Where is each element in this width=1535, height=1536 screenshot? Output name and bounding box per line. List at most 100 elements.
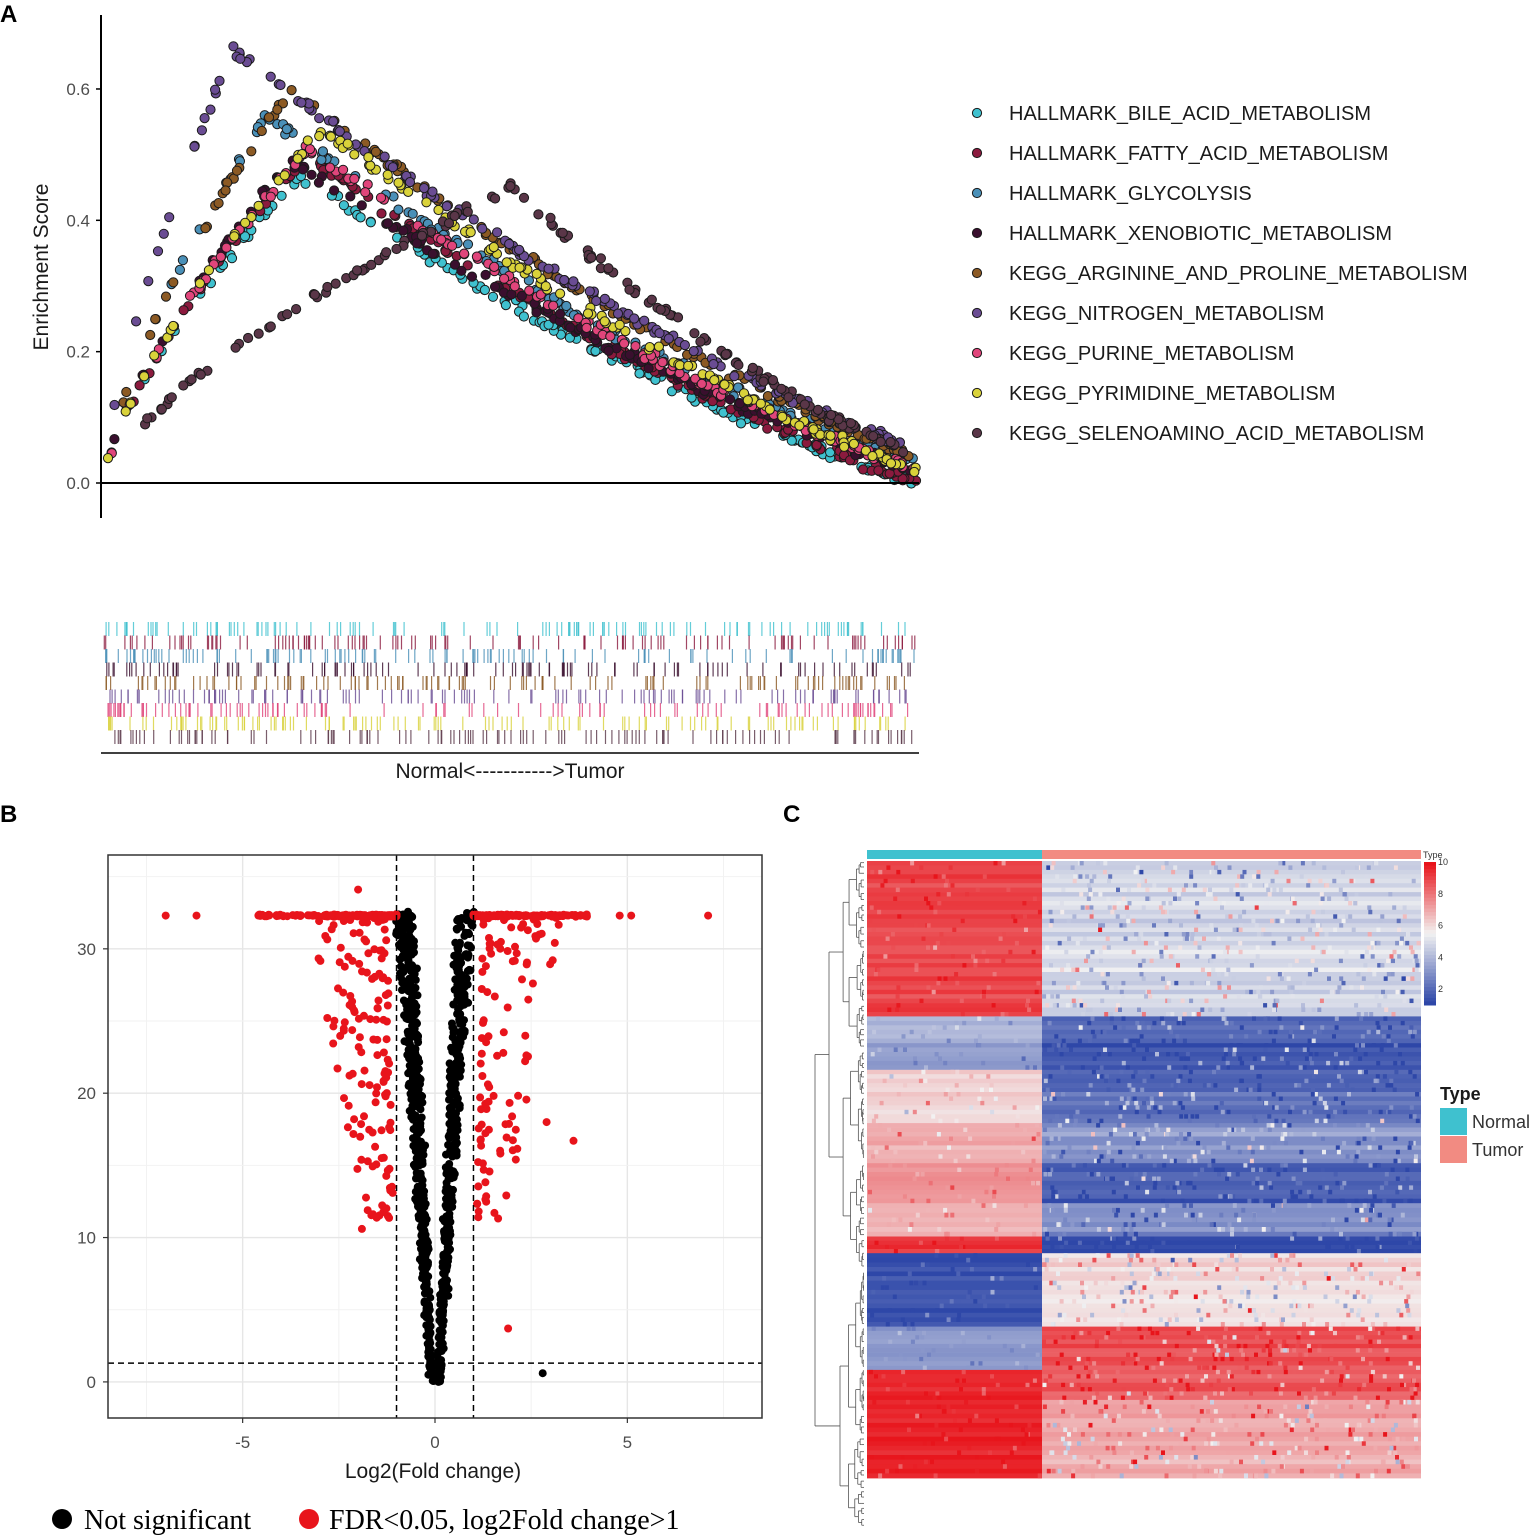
significant-point bbox=[373, 1004, 382, 1013]
significant-point bbox=[480, 912, 489, 921]
enrichment-point bbox=[584, 286, 595, 297]
significant-point bbox=[381, 991, 390, 1000]
significant-point bbox=[357, 1155, 366, 1164]
not-significant-point bbox=[455, 1062, 464, 1071]
heat-cell bbox=[1071, 967, 1076, 973]
enrichment-point bbox=[518, 192, 530, 203]
highlight-point bbox=[538, 1369, 547, 1378]
enrichment-point bbox=[489, 281, 501, 292]
enrichment-point bbox=[758, 376, 769, 387]
not-significant-point bbox=[439, 1297, 448, 1306]
heat-row-tumor bbox=[1042, 883, 1421, 888]
heat-cell bbox=[1207, 972, 1212, 977]
heat-cell bbox=[1133, 869, 1138, 875]
significant-point bbox=[507, 923, 516, 932]
enrichment-point bbox=[696, 378, 707, 389]
enrichment-point bbox=[875, 436, 886, 447]
not-significant-point bbox=[426, 1362, 435, 1371]
significant-point bbox=[380, 949, 389, 958]
significant-point bbox=[355, 959, 364, 968]
heat-cell bbox=[1397, 927, 1402, 933]
heat-cell bbox=[1344, 949, 1349, 955]
heat-cell bbox=[1318, 927, 1323, 933]
heat-cell bbox=[1171, 869, 1176, 875]
not-significant-point bbox=[407, 1087, 416, 1096]
enrichment-point bbox=[366, 259, 377, 270]
not-significant-point bbox=[408, 913, 417, 921]
not-significant-point bbox=[425, 1287, 434, 1296]
heat-cell bbox=[1241, 883, 1246, 888]
heat-cell bbox=[973, 958, 978, 964]
enrichment-point bbox=[387, 162, 398, 173]
heat-cell bbox=[1278, 887, 1283, 893]
heat-cell bbox=[1190, 932, 1195, 937]
enrichment-point bbox=[720, 349, 732, 360]
enrichment-point bbox=[279, 170, 290, 181]
heat-cell bbox=[1391, 958, 1395, 964]
heat-cell bbox=[1266, 976, 1271, 982]
significant-point bbox=[363, 918, 372, 927]
enrichment-point bbox=[355, 212, 366, 223]
heat-cell bbox=[1101, 923, 1105, 928]
not-significant-point bbox=[452, 1133, 461, 1142]
significant-point bbox=[296, 912, 305, 920]
heat-cell bbox=[1406, 932, 1411, 937]
heat-cell bbox=[1226, 967, 1231, 973]
enrichment-point bbox=[443, 218, 455, 229]
significant-point bbox=[496, 1146, 505, 1155]
not-significant-point bbox=[422, 1313, 431, 1322]
not-significant-point bbox=[449, 1047, 458, 1056]
heat-cell bbox=[981, 949, 986, 955]
highlight-point bbox=[504, 1324, 513, 1333]
heat-cell bbox=[1386, 980, 1391, 986]
enrichment-point bbox=[235, 53, 246, 64]
significant-point bbox=[349, 929, 358, 938]
significant-point bbox=[348, 1026, 357, 1035]
not-significant-point bbox=[418, 1246, 427, 1254]
legend-key bbox=[971, 307, 983, 319]
heat-cell bbox=[1085, 874, 1090, 879]
heat-cell bbox=[1126, 918, 1131, 924]
not-significant-point bbox=[464, 928, 473, 937]
heat-cell bbox=[1001, 861, 1006, 866]
highlight-point bbox=[357, 1224, 366, 1233]
significant-point bbox=[365, 1081, 374, 1090]
significant-point bbox=[554, 920, 563, 929]
heat-cell bbox=[1179, 923, 1183, 928]
heat-cell bbox=[1386, 958, 1391, 964]
enrichment-point bbox=[246, 212, 257, 223]
heat-cell bbox=[1368, 909, 1373, 915]
heat-cell bbox=[1242, 909, 1247, 915]
heat-cell bbox=[1089, 878, 1094, 884]
heat-cell bbox=[1102, 945, 1107, 951]
heat-cell bbox=[1216, 972, 1221, 977]
not-significant-point bbox=[449, 1028, 458, 1037]
panel-label-a: A bbox=[0, 1, 17, 28]
heat-cell bbox=[1363, 963, 1368, 968]
enrichment-point bbox=[657, 357, 668, 368]
heat-row-normal bbox=[867, 905, 1042, 911]
heat-cell bbox=[1008, 949, 1013, 955]
significant-point bbox=[336, 943, 345, 952]
significant-point bbox=[370, 945, 379, 954]
not-significant-point bbox=[449, 1127, 458, 1136]
not-significant-point bbox=[392, 927, 401, 936]
heat-cell bbox=[1086, 954, 1091, 959]
enrichment-point bbox=[747, 362, 758, 373]
b-grid bbox=[108, 855, 762, 1418]
enrichment-point bbox=[168, 277, 179, 288]
heat-cell bbox=[1256, 932, 1261, 937]
a-y-tick-label: 0.6 bbox=[66, 80, 90, 99]
volcano-plot: -5 0 5 0 10 20 30 Log2(Fold change) Not signif… bbox=[52, 854, 763, 1536]
heat-cell bbox=[1373, 861, 1378, 866]
heat-cell bbox=[1286, 976, 1291, 982]
legend-key bbox=[971, 187, 983, 199]
heat-row-normal bbox=[867, 958, 1042, 964]
a-y-ticks: 0.0 0.2 0.4 0.6 bbox=[66, 80, 101, 493]
enrichment-point bbox=[543, 263, 554, 274]
heat-cell bbox=[1223, 949, 1228, 955]
enrichment-point bbox=[468, 214, 479, 225]
heat-cell bbox=[1229, 887, 1234, 893]
not-significant-point bbox=[401, 915, 410, 924]
heat-cell bbox=[1264, 883, 1269, 888]
